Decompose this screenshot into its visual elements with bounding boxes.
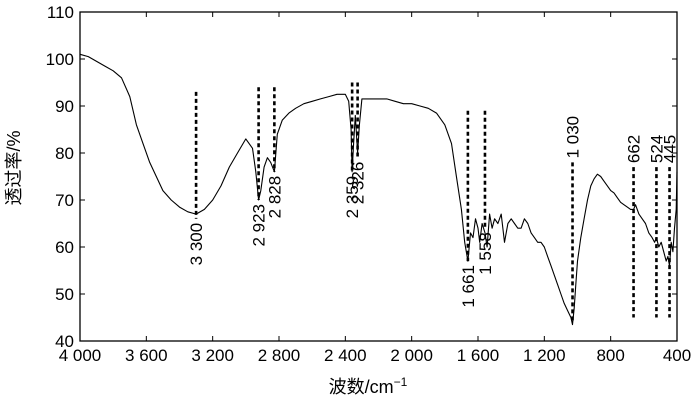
x-axis-title-superscript: −1 — [394, 375, 408, 389]
plot-frame — [79, 11, 678, 342]
x-tick-label: 2 000 — [390, 346, 433, 365]
y-tick-label: 70 — [55, 191, 74, 210]
x-axis-title: 波数/cm−1 — [329, 375, 408, 397]
x-tick-label: 3 600 — [125, 346, 168, 365]
peak-label: 2 828 — [265, 176, 284, 219]
peak-label: 1 661 — [459, 265, 478, 308]
y-axis-title-group: 透过率/% — [4, 130, 24, 205]
peak-label: 2 359 — [343, 176, 362, 219]
y-tick-label: 40 — [55, 332, 74, 351]
transmittance-series-line — [79, 53, 678, 326]
y-axis-title: 透过率/% — [4, 130, 24, 205]
x-tick-label: 2 400 — [324, 346, 367, 365]
x-tick-label: 400 — [663, 346, 691, 365]
axis-ticks: 4 000 3 600 3 200 2 800 2 400 2 000 1 600 1 200… — [46, 3, 692, 365]
peak-label: 1 030 — [564, 116, 583, 159]
peak-label: 2 326 — [349, 162, 368, 205]
peak-label: 1 558 — [476, 232, 495, 275]
peak-label: 445 — [661, 135, 680, 163]
x-axis-title-text: 波数/cm — [329, 377, 394, 397]
y-tick-label: 50 — [55, 285, 74, 304]
y-tick-label: 90 — [55, 97, 74, 116]
y-tick-label: 110 — [47, 3, 74, 22]
peak-label: 524 — [647, 135, 666, 163]
x-tick-label: 800 — [596, 346, 624, 365]
x-tick-label: 3 200 — [191, 346, 234, 365]
y-tick-label: 60 — [55, 238, 74, 257]
peak-label: 662 — [625, 135, 644, 163]
peak-label: 2 923 — [250, 204, 269, 247]
x-tick-label: 1 200 — [523, 346, 566, 365]
x-tick-label: 1 600 — [457, 346, 500, 365]
y-tick-label: 80 — [55, 144, 74, 163]
x-tick-label: 4 000 — [59, 346, 102, 365]
y-tick-label: 100 — [46, 50, 74, 69]
peak-label: 3 300 — [187, 223, 206, 266]
x-tick-label: 2 800 — [258, 346, 301, 365]
